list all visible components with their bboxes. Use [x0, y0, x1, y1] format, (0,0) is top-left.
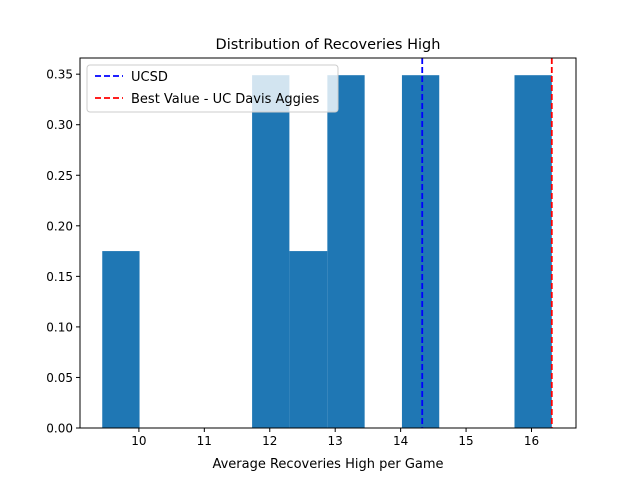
histogram-bar: [289, 251, 328, 428]
x-tick-label: 10: [131, 434, 146, 448]
y-tick-label: 0.20: [46, 219, 73, 233]
legend-best-value-label: Best Value - UC Davis Aggies: [131, 92, 319, 107]
x-axis-label: Average Recoveries High per Game: [212, 457, 443, 472]
legend-box: [86, 64, 339, 113]
reference-lines-layer: [421, 58, 553, 428]
y-tick-label: 0.15: [46, 270, 73, 284]
y-tick-label: 0.30: [46, 118, 73, 132]
x-axis: 10 11 12 13 14 15 16: [131, 428, 539, 448]
y-tick-label: 0.25: [46, 169, 73, 183]
legend-ucsd-label: UCSD: [131, 70, 168, 85]
y-tick-label: 0.00: [46, 422, 73, 436]
x-tick-label: 12: [262, 434, 277, 448]
x-tick-label: 13: [328, 434, 343, 448]
histogram-bar: [327, 75, 365, 428]
x-tick-label: 16: [524, 434, 539, 448]
histogram-bar: [401, 75, 440, 428]
y-tick-label: 0.35: [46, 68, 73, 82]
histogram-bar: [102, 251, 140, 428]
x-tick-label: 11: [197, 434, 212, 448]
x-tick-label: 14: [393, 434, 408, 448]
y-tick-label: 0.05: [46, 371, 73, 385]
x-tick-label: 15: [458, 434, 473, 448]
legend: UCSD Best Value - UC Davis Aggies: [86, 64, 339, 113]
bars-layer: [102, 75, 552, 428]
plot-area-frame: [79, 57, 577, 429]
histogram-bar: [514, 75, 552, 428]
y-axis: 0.00 0.05 0.10 0.15 0.20 0.25 0.30 0.35: [46, 68, 80, 436]
chart-title: Distribution of Recoveries High: [216, 37, 441, 53]
histogram-bar: [252, 75, 290, 428]
y-tick-label: 0.10: [46, 320, 73, 334]
